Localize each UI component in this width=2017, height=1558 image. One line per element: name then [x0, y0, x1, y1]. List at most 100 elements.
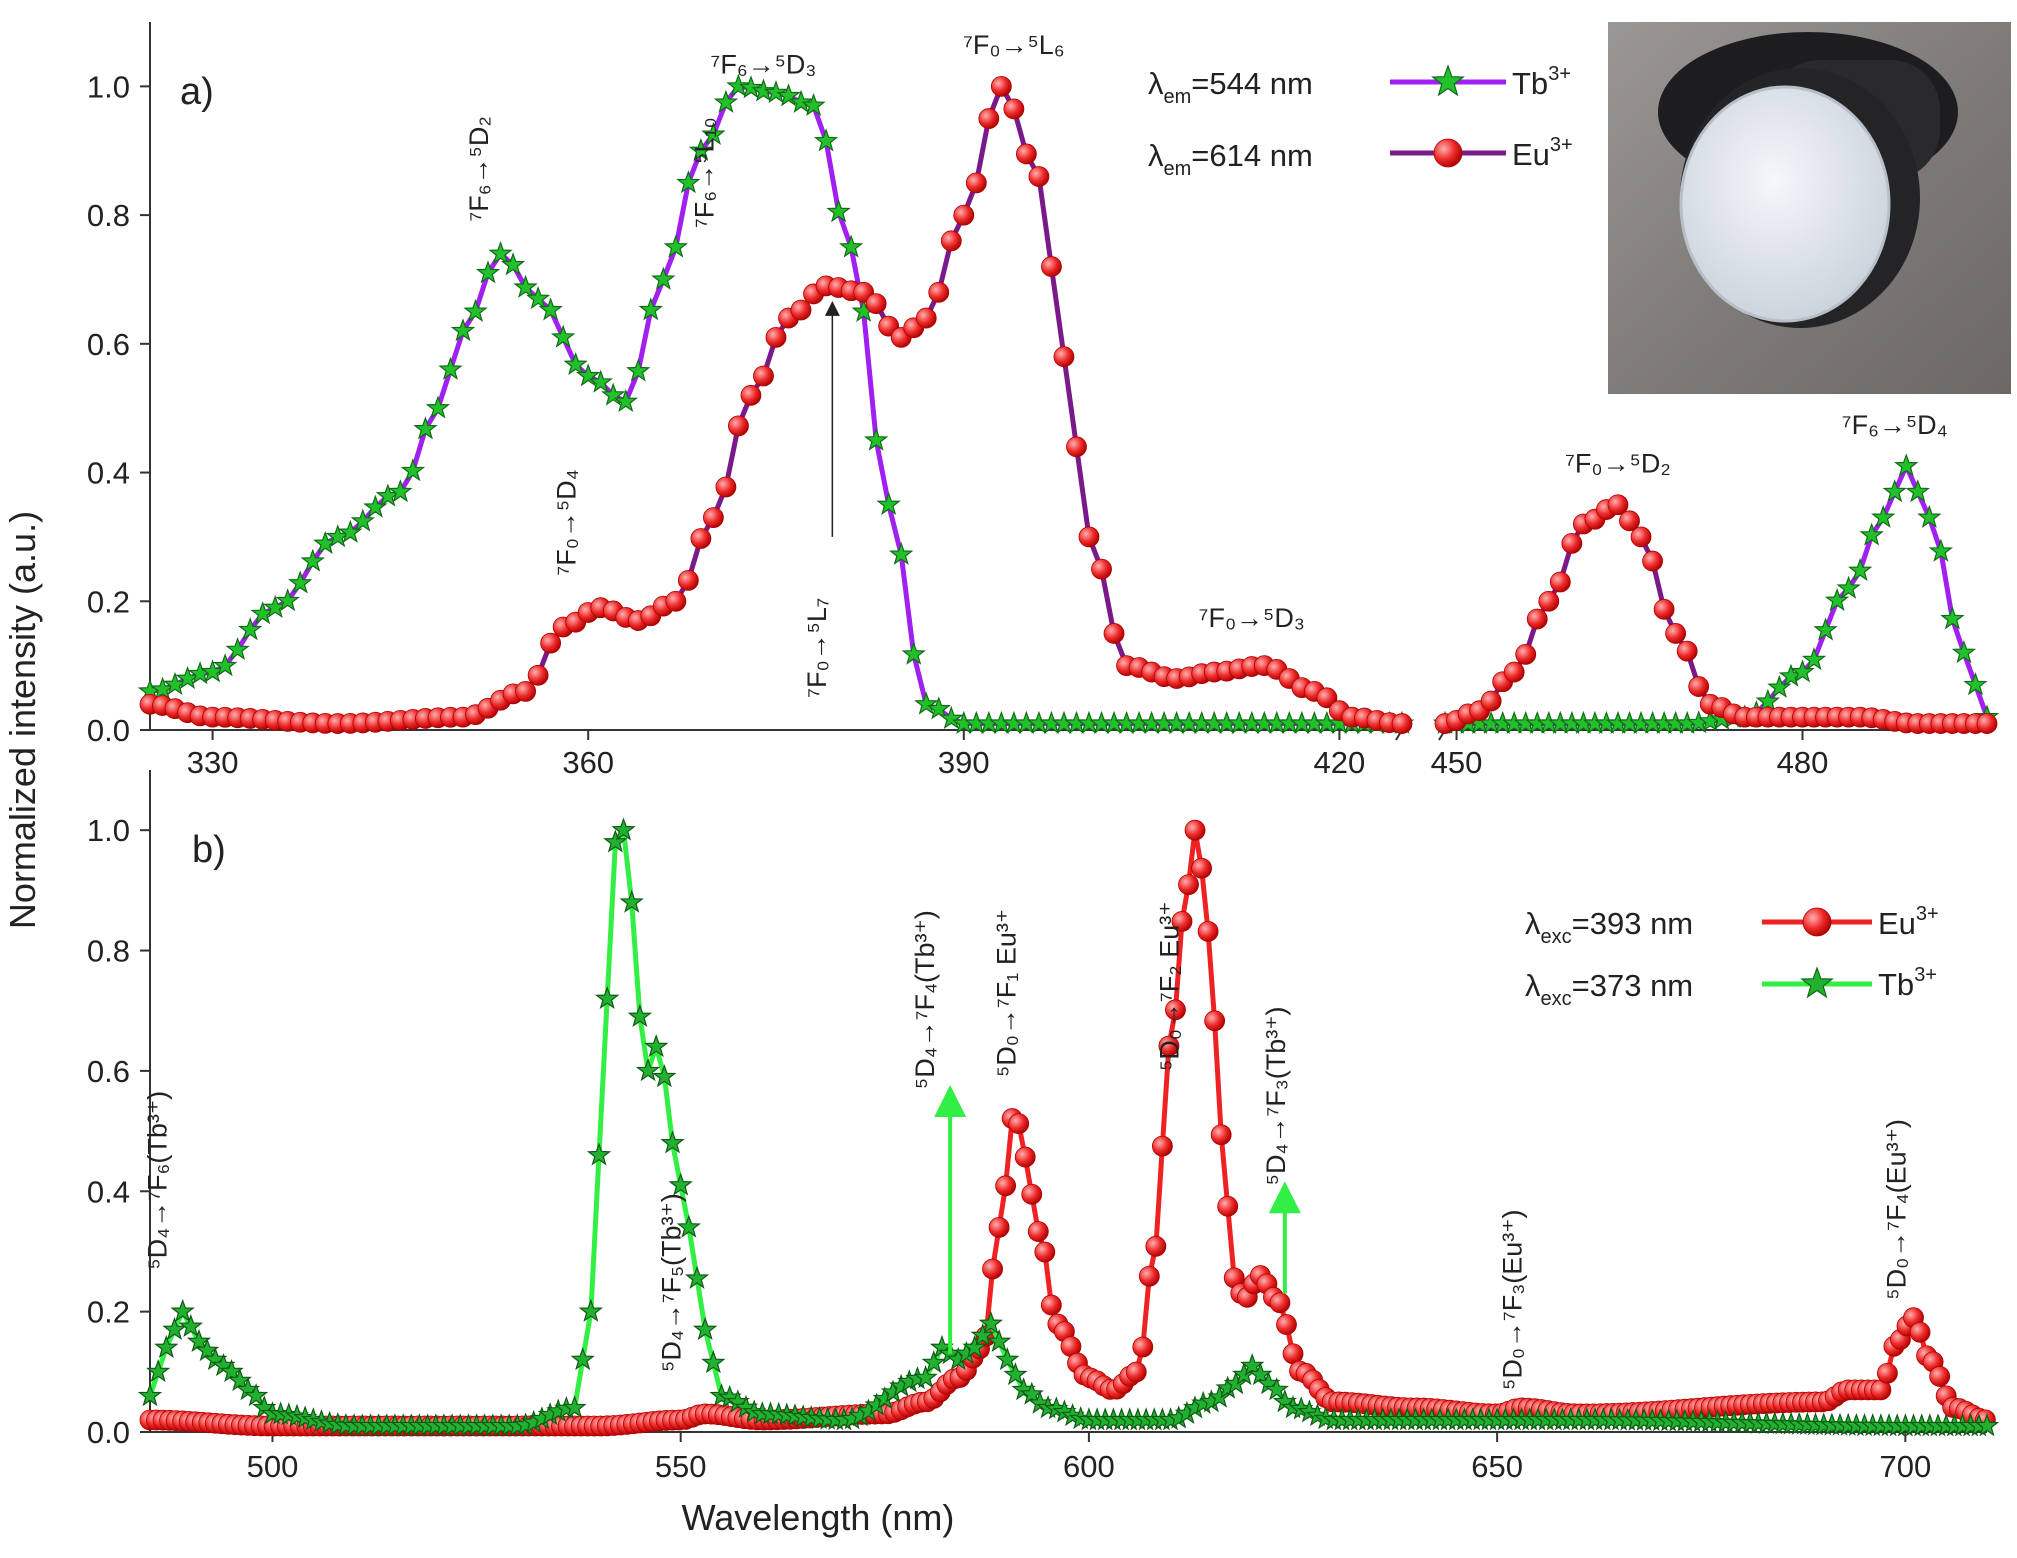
data-point-eu	[1909, 1321, 1931, 1343]
data-point-eu	[677, 569, 699, 591]
data-point-tb	[611, 817, 636, 841]
data-point-tb	[551, 324, 576, 348]
data-point-tb	[137, 1383, 163, 1407]
data-point-eu	[1876, 1362, 1898, 1384]
data-point-tb	[1240, 1352, 1265, 1377]
data-point-tb	[668, 1172, 693, 1196]
x-axis-label: Wavelength (nm)	[682, 1497, 955, 1538]
data-point-eu	[1040, 1294, 1062, 1316]
data-point-eu	[515, 680, 536, 702]
legend-entry-eu-ion: Eu3+	[1512, 134, 1573, 172]
data-point-tb	[619, 889, 644, 913]
transition-label: ⁷F₆→⁵D₄	[1842, 410, 1948, 440]
data-point-tb	[901, 641, 926, 665]
data-point-eu	[1549, 571, 1571, 593]
data-point-eu	[1653, 598, 1675, 620]
data-point-tb	[889, 541, 914, 565]
data-point-tb	[1223, 1371, 1248, 1395]
data-point-eu	[1665, 623, 1687, 644]
data-point-eu	[1138, 1265, 1160, 1287]
data-point-tb	[684, 1265, 710, 1289]
data-point-eu	[1197, 920, 1219, 942]
y-tick-label: 0.2	[87, 1295, 130, 1330]
data-point-tb	[788, 89, 814, 113]
data-point-eu	[1003, 98, 1025, 120]
transition-label: ⁷F₀→⁵L₇	[802, 598, 832, 698]
data-point-eu	[1688, 676, 1710, 697]
data-point-eu	[1132, 1336, 1154, 1358]
data-point-tb	[926, 696, 951, 720]
y-tick-label: 0.0	[87, 1415, 130, 1450]
transition-label: ⁷F₀→⁵D₂	[1565, 449, 1671, 479]
data-point-tb	[701, 1350, 726, 1374]
data-point-tb	[986, 1328, 1012, 1353]
legend-entry-tb-ion: Tb3+	[1878, 964, 1937, 1002]
data-point-eu	[790, 299, 812, 321]
data-point-tb	[1248, 1362, 1273, 1386]
transition-label: ⁷F₆→⁵L₁₀	[689, 117, 719, 228]
data-point-eu	[1145, 1235, 1167, 1257]
data-point-tb	[701, 121, 726, 145]
data-point-tb	[970, 1322, 995, 1347]
data-point-tb	[763, 79, 789, 104]
data-point-tb	[1859, 522, 1884, 546]
data-point-eu	[703, 507, 724, 528]
legend-b: λexc=393 nm Eu3+ λexc=373 nm Tb3+	[1525, 903, 1939, 1010]
data-point-tb	[1963, 672, 1988, 696]
data-point-eu	[728, 415, 749, 437]
data-point-eu	[1053, 346, 1075, 368]
data-point-eu	[1515, 643, 1537, 665]
data-point-eu	[1021, 1183, 1043, 1205]
legend-entry-eu-ion: Eu3+	[1878, 903, 1939, 941]
data-point-tb	[475, 260, 501, 284]
data-point-tb	[1019, 1381, 1044, 1405]
legend-entry-eu-marker	[1433, 138, 1463, 168]
data-point-eu	[1103, 623, 1125, 644]
data-point-eu	[1676, 640, 1698, 662]
legend-entry-eu-text: λem=614 nm	[1148, 138, 1313, 180]
data-point-tb	[450, 318, 476, 342]
data-point-tb	[962, 1334, 987, 1359]
data-point-eu	[865, 293, 887, 314]
data-point-eu	[1008, 1113, 1030, 1135]
data-point-tb	[219, 1359, 244, 1383]
data-point-tb	[776, 83, 801, 107]
data-point-tb	[146, 1359, 171, 1383]
data-point-tb	[663, 234, 688, 258]
data-point-tb	[913, 1365, 938, 1389]
data-point-eu	[1630, 526, 1652, 548]
data-point-tb	[238, 617, 263, 641]
data-point-eu	[1178, 874, 1199, 896]
data-point-tb	[726, 73, 751, 97]
y-tick-label: 0.6	[87, 1054, 130, 1089]
data-point-eu	[1034, 1241, 1056, 1263]
data-point-tb	[688, 137, 713, 162]
data-point-tb	[601, 382, 626, 406]
data-point-tb	[1003, 1362, 1028, 1386]
panel-a: 0.0 0.2 0.4 0.6 0.8 1.0 330 360 390 420 450 480 ⁷F₆→…	[87, 22, 2000, 780]
y-tick-label: 0.2	[87, 584, 130, 619]
data-point-tb	[921, 1350, 946, 1374]
data-point-tb	[570, 1347, 595, 1371]
data-point-tb	[738, 75, 764, 99]
data-point-tb	[244, 1383, 269, 1407]
data-point-tb	[154, 1334, 179, 1359]
x-tick-label: 550	[655, 1449, 707, 1484]
data-point-tb	[400, 458, 426, 482]
data-point-tb	[638, 297, 663, 321]
data-point-tb	[563, 351, 588, 376]
data-point-tb	[826, 199, 851, 223]
data-point-tb	[595, 985, 620, 1010]
legend-entry-eu-marker	[1802, 907, 1832, 937]
transition-label: ⁵D₀→⁷F₄(Eu³⁺)	[1881, 1119, 1911, 1299]
data-point-eu	[1027, 1221, 1049, 1242]
data-point-eu	[1158, 1035, 1180, 1057]
data-point-eu	[940, 230, 962, 252]
data-point-eu	[1016, 143, 1037, 165]
data-point-tb	[350, 508, 375, 532]
data-point-tb	[1940, 606, 1965, 630]
y-tick-label: 1.0	[87, 69, 130, 104]
y-tick-label: 0.4	[87, 456, 130, 491]
data-point-tb	[613, 388, 638, 413]
